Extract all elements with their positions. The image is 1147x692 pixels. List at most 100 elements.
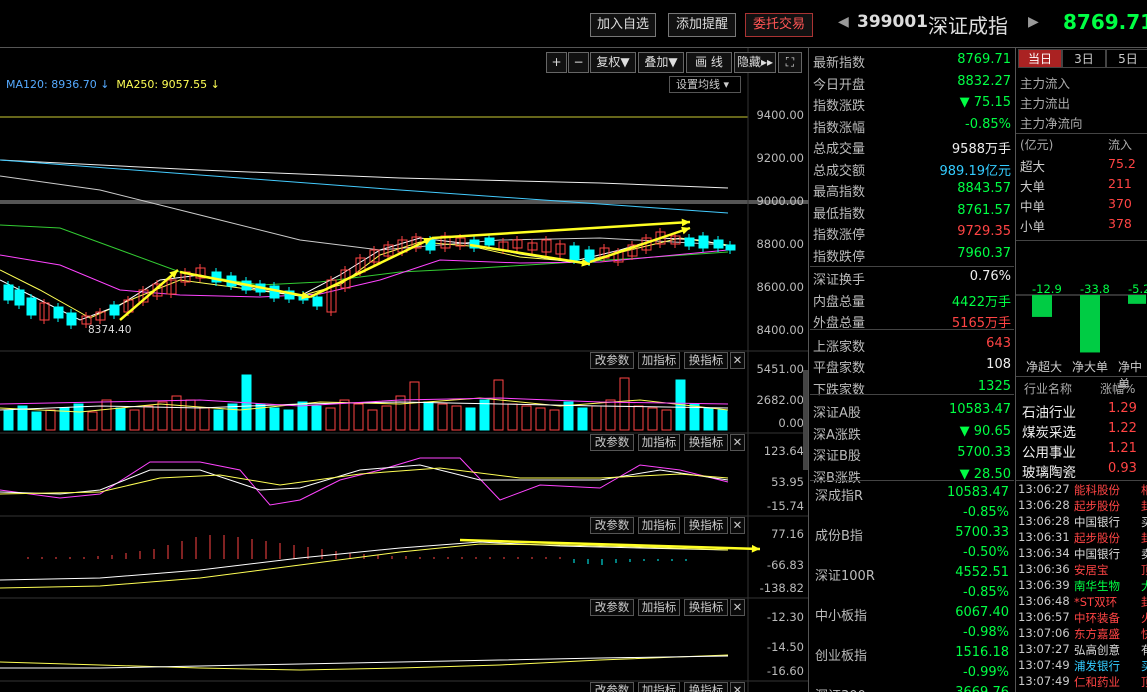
swap-indicator-button[interactable]: 换指标 [684, 599, 728, 616]
tick-name: 弘高创意 [1074, 643, 1120, 657]
hide-button[interactable]: 隐藏▸▸ [734, 52, 776, 73]
industry-name[interactable]: 煤炭采选 [1022, 425, 1076, 441]
zoom-out-button[interactable]: − [568, 52, 589, 73]
quote-row: 今日开盘 8832.27 [813, 72, 1011, 93]
change-param-button[interactable]: 改参数 [590, 352, 634, 369]
tick-name: 中国银行 [1074, 515, 1120, 529]
stock-code: 399001 [857, 12, 928, 32]
adjust-button[interactable]: 复权▼ [590, 52, 636, 73]
candle [14, 289, 25, 306]
tick-tag: 封 [1141, 595, 1147, 609]
related-name[interactable]: 深证100R [815, 569, 875, 584]
change-param-button[interactable]: 改参数 [590, 434, 634, 451]
swap-indicator-button[interactable]: 换指标 [684, 517, 728, 534]
tick-time: 13:06:27 [1018, 482, 1070, 496]
draw-button[interactable]: 画 线 [686, 52, 732, 73]
quote-divider [810, 266, 1014, 267]
add-indicator-button[interactable]: 加指标 [638, 599, 680, 616]
fullscreen-button[interactable]: ⛶ [778, 52, 802, 73]
tick-tag: 买 [1141, 515, 1147, 529]
candle [3, 284, 14, 301]
trade-button[interactable]: 委托交易 [745, 13, 813, 37]
industry-name[interactable]: 玻璃陶瓷 [1022, 465, 1076, 481]
swap-indicator-button[interactable]: 换指标 [684, 352, 728, 369]
chart-scrollbar[interactable] [803, 370, 808, 470]
related-price: 1516.18 [955, 645, 1009, 660]
flow-bar-value: -33.8 [1080, 282, 1110, 296]
industry-name[interactable]: 石油行业 [1022, 405, 1076, 421]
flow-divider [1016, 133, 1147, 134]
swap-indicator-button[interactable]: 换指标 [684, 434, 728, 451]
kline-chart-area[interactable] [0, 48, 808, 692]
trend-arrowhead [681, 218, 690, 227]
tick-time: 13:07:49 [1018, 674, 1070, 688]
add-indicator-button[interactable]: 加指标 [638, 682, 680, 692]
related-name[interactable]: 深成指R [815, 489, 864, 504]
overlay-button[interactable]: 叠加▼ [638, 52, 684, 73]
industry-pct: 1.29 [1108, 401, 1137, 416]
candle [655, 231, 666, 245]
add-indicator-button[interactable]: 加指标 [638, 517, 680, 534]
next-stock-icon[interactable]: ▶ [1028, 14, 1039, 30]
quote-value: 643 [986, 335, 1011, 351]
change-param-button[interactable]: 改参数 [590, 517, 634, 534]
related-name[interactable]: 深证300 [815, 685, 866, 692]
kdj-k [0, 464, 729, 495]
flow-bar [1128, 295, 1146, 304]
related-name[interactable]: 创业板指 [815, 649, 868, 664]
tick-time: 13:07:06 [1018, 626, 1070, 640]
add-indicator-button[interactable]: 加指标 [638, 352, 680, 369]
macd_axis-tick: 77.16 [771, 527, 804, 541]
tick-time: 13:06:57 [1018, 610, 1070, 624]
flow-unit: (亿元) [1020, 138, 1054, 152]
price-tick: 8400.00 [756, 323, 804, 337]
add-alert-button[interactable]: 添加提醒 [668, 13, 736, 37]
quote-value: 5700.33 [957, 445, 1011, 460]
ma250-line [0, 159, 729, 189]
flow-tab[interactable]: 5日 [1106, 49, 1147, 68]
flow-bar-value: -12.9 [1032, 282, 1062, 296]
quote-label: 今日开盘 [813, 77, 866, 93]
change-param-button[interactable]: 改参数 [590, 682, 634, 692]
flow-row-value: 75.2 [1108, 156, 1136, 171]
related-name[interactable]: 中小板指 [815, 609, 868, 624]
industry-pct: 1.21 [1108, 441, 1137, 456]
change-param-button[interactable]: 改参数 [590, 599, 634, 616]
quote-row: 指数跌停 7960.37 [813, 244, 1011, 265]
flow-row-label: 超大 [1020, 159, 1046, 174]
prev-stock-icon[interactable]: ◀ [838, 14, 849, 30]
kdj_axis-tick: -15.74 [766, 499, 804, 513]
trend-arrowhead [423, 238, 432, 246]
trend-arrow [119, 269, 179, 321]
add-indicator-button[interactable]: 加指标 [638, 434, 680, 451]
volume-bar [17, 405, 28, 431]
related-name[interactable]: 成份B指 [815, 529, 863, 544]
price-tick: 9000.00 [756, 194, 804, 208]
quote-value: 5165万手 [951, 316, 1011, 331]
low-price-label: 8374.40 [88, 324, 132, 336]
candle [383, 244, 394, 257]
quote-label: 下跌家数 [813, 382, 866, 398]
close-panel-icon[interactable]: ✕ [730, 682, 745, 692]
zoom-in-button[interactable]: + [546, 52, 567, 73]
close-panel-icon[interactable]: ✕ [730, 352, 745, 369]
candle [527, 242, 538, 251]
tick-time: 13:06:36 [1018, 562, 1070, 576]
flow-tab[interactable]: 当日 [1018, 49, 1062, 68]
candle [469, 239, 480, 249]
ma-setting-select[interactable]: 设置均线 ▾ [669, 76, 741, 93]
swap-indicator-button[interactable]: 换指标 [684, 682, 728, 692]
quote-value: ▼ 28.50 [959, 466, 1011, 482]
quote-row: 指数涨幅 -0.85% [813, 115, 1011, 136]
ma120-line [0, 159, 729, 214]
flow-tab[interactable]: 3日 [1062, 49, 1106, 68]
close-panel-icon[interactable]: ✕ [730, 517, 745, 534]
add-watchlist-button[interactable]: 加入自选 [590, 13, 656, 37]
industry-name[interactable]: 公用事业 [1022, 445, 1076, 461]
close-panel-icon[interactable]: ✕ [730, 599, 745, 616]
tick-tag: 相 [1141, 483, 1147, 497]
related-pct: -0.85% [963, 585, 1009, 600]
close-panel-icon[interactable]: ✕ [730, 434, 745, 451]
trend-arrow [589, 226, 691, 264]
